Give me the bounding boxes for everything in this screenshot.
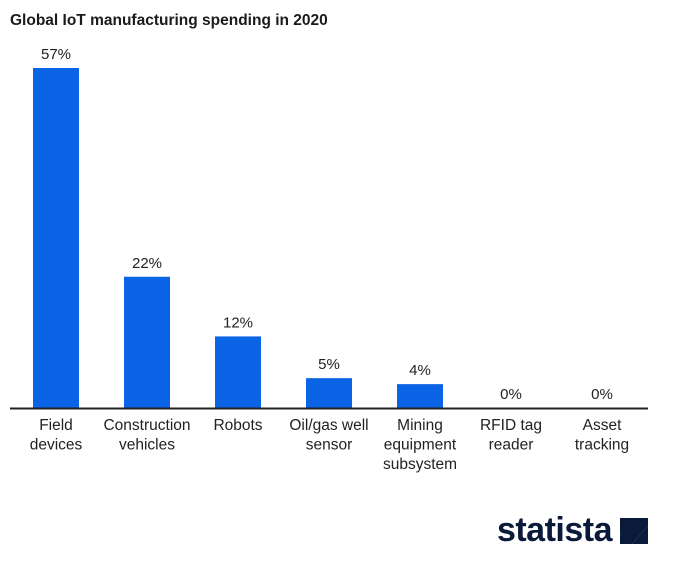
category-label: Field <box>39 417 73 434</box>
statista-wordmark: statista <box>496 511 613 549</box>
data-label: 12% <box>223 314 253 331</box>
category-label: reader <box>489 437 534 454</box>
data-label: 22% <box>132 255 162 272</box>
category-label: RFID tag <box>480 417 542 434</box>
category-label: equipment <box>384 437 457 454</box>
bar <box>397 384 443 408</box>
category-label: Mining <box>397 417 443 434</box>
data-label: 0% <box>500 386 522 403</box>
category-label: Asset <box>583 417 622 434</box>
data-label: 4% <box>409 362 431 379</box>
category-label: sensor <box>306 437 353 454</box>
category-label: devices <box>30 437 83 454</box>
bar <box>215 336 261 408</box>
category-label: vehicles <box>119 437 175 454</box>
data-label: 5% <box>318 356 340 373</box>
category-label: Oil/gas well <box>289 417 368 434</box>
category-label: Construction <box>103 417 190 434</box>
category-label: tracking <box>575 437 629 454</box>
data-label: 0% <box>591 386 613 403</box>
chart-title: Global IoT manufacturing spending in 202… <box>10 12 328 29</box>
bar <box>306 378 352 408</box>
category-label: subsystem <box>383 456 457 473</box>
bar <box>33 68 79 408</box>
category-label: Robots <box>213 417 262 434</box>
statista-logo: statista <box>497 511 648 550</box>
bar <box>124 276 170 408</box>
statista-mark-icon <box>620 517 648 544</box>
data-label: 57% <box>41 46 71 63</box>
